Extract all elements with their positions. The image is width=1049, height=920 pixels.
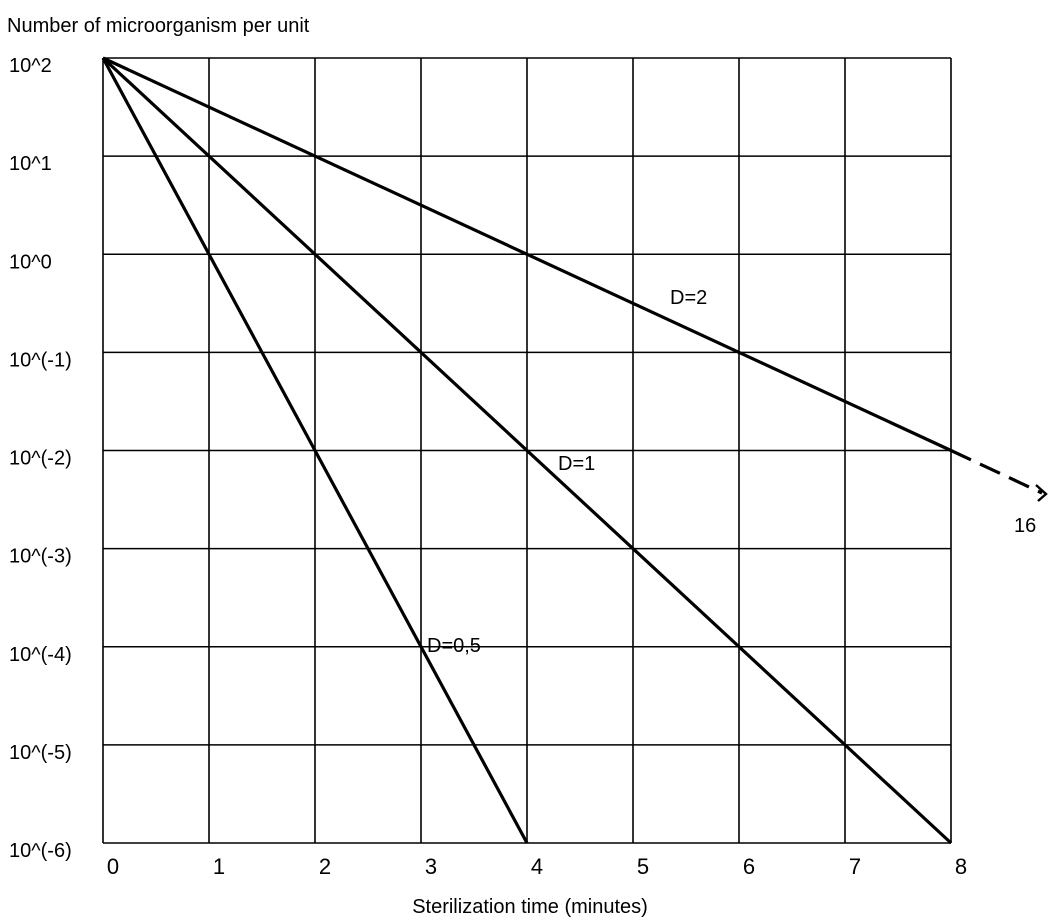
series-line-d-2 <box>102 56 952 452</box>
x-tick-label: 5 <box>637 854 649 879</box>
y-tick-label: 10^(-2) <box>9 448 72 470</box>
x-tick-label: 3 <box>425 854 437 879</box>
chart-series <box>101 56 1048 845</box>
y-tick-label: 10^(-1) <box>9 349 72 371</box>
x-tick-label: 0 <box>107 854 119 879</box>
y-tick-label: 10^(-3) <box>9 546 72 568</box>
y-tick-label: 10^1 <box>9 153 52 175</box>
series-label: D=2 <box>670 287 707 309</box>
series-label: D=0,5 <box>427 635 481 657</box>
y-tick-label: 10^(-4) <box>9 644 72 666</box>
extension-dashed-line <box>950 449 1043 495</box>
x-tick-label: 2 <box>319 854 331 879</box>
x-tick-label: 8 <box>955 854 967 879</box>
x-axis-label: Sterilization time (minutes) <box>412 896 648 918</box>
x-tick-label: 4 <box>531 854 543 879</box>
series-label: D=1 <box>558 453 595 475</box>
y-tick-label: 10^(-6) <box>9 840 72 862</box>
y-axis-label: Number of microorganism per unit <box>7 15 310 37</box>
extension-label: 16 <box>1014 515 1036 537</box>
chart-labels: 0 1 2 3 4 5 6 7 8 10^2 10^1 10^0 10^(-1) 10^(-2) 10^(-… <box>9 55 1036 879</box>
extension-arrow-tip <box>1035 484 1048 502</box>
x-tick-label: 1 <box>213 854 225 879</box>
y-tick-label: 10^2 <box>9 55 52 77</box>
series-line-d-0-5 <box>101 57 529 844</box>
x-tick-label: 6 <box>743 854 755 879</box>
y-tick-label: 10^(-5) <box>9 742 72 764</box>
series-line-d-1 <box>101 56 953 845</box>
y-tick-label: 10^0 <box>9 251 52 273</box>
x-tick-label: 7 <box>849 854 861 879</box>
